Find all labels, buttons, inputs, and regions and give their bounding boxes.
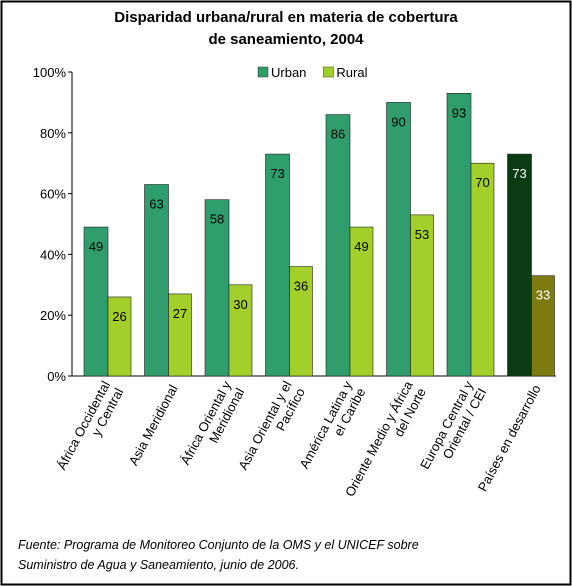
bar xyxy=(531,275,555,377)
value-label: 90 xyxy=(391,114,405,129)
value-label: 36 xyxy=(294,279,308,294)
bar xyxy=(83,226,109,377)
y-tick-label: 20% xyxy=(40,308,66,323)
bar xyxy=(289,266,313,377)
source-note: Suministro de Agua y Saneamiento, junio … xyxy=(18,558,299,572)
chart-title: Disparidad urbana/rural en materia de co… xyxy=(114,9,458,26)
value-label: 58 xyxy=(210,212,224,227)
y-tick-label: 60% xyxy=(40,187,66,202)
y-tick-label: 0% xyxy=(47,369,66,384)
bar xyxy=(446,92,472,377)
y-tick-label: 80% xyxy=(40,126,66,141)
bar xyxy=(507,153,532,377)
bar xyxy=(410,214,434,377)
value-label: 73 xyxy=(512,166,526,181)
value-label: 33 xyxy=(536,288,550,303)
value-label: 63 xyxy=(149,196,163,211)
value-label: 26 xyxy=(112,309,126,324)
legend-swatch xyxy=(257,66,269,78)
bar xyxy=(325,114,351,377)
legend-swatch xyxy=(323,66,334,78)
value-label: 93 xyxy=(452,105,466,120)
chart-subtitle: de saneamiento, 2004 xyxy=(208,31,364,48)
bar xyxy=(349,226,374,377)
value-label: 70 xyxy=(475,175,489,190)
bar xyxy=(144,184,169,377)
y-tick-label: 100% xyxy=(33,65,67,80)
bar xyxy=(168,293,192,377)
value-label: 73 xyxy=(270,166,284,181)
legend-label: Rural xyxy=(336,65,367,80)
bar xyxy=(386,102,411,377)
legend-label: Urban xyxy=(271,65,306,80)
value-label: 49 xyxy=(89,239,103,254)
source-note: Fuente: Programa de Monitoreo Conjunto d… xyxy=(18,538,419,552)
value-label: 53 xyxy=(415,227,429,242)
bar xyxy=(204,199,230,377)
value-label: 30 xyxy=(233,297,247,312)
bar xyxy=(265,153,290,377)
y-tick-label: 40% xyxy=(40,247,66,262)
value-label: 49 xyxy=(354,239,368,254)
value-label: 86 xyxy=(331,127,345,142)
value-label: 27 xyxy=(173,306,187,321)
bar xyxy=(470,162,495,377)
bar xyxy=(107,296,132,377)
bar xyxy=(228,284,253,377)
